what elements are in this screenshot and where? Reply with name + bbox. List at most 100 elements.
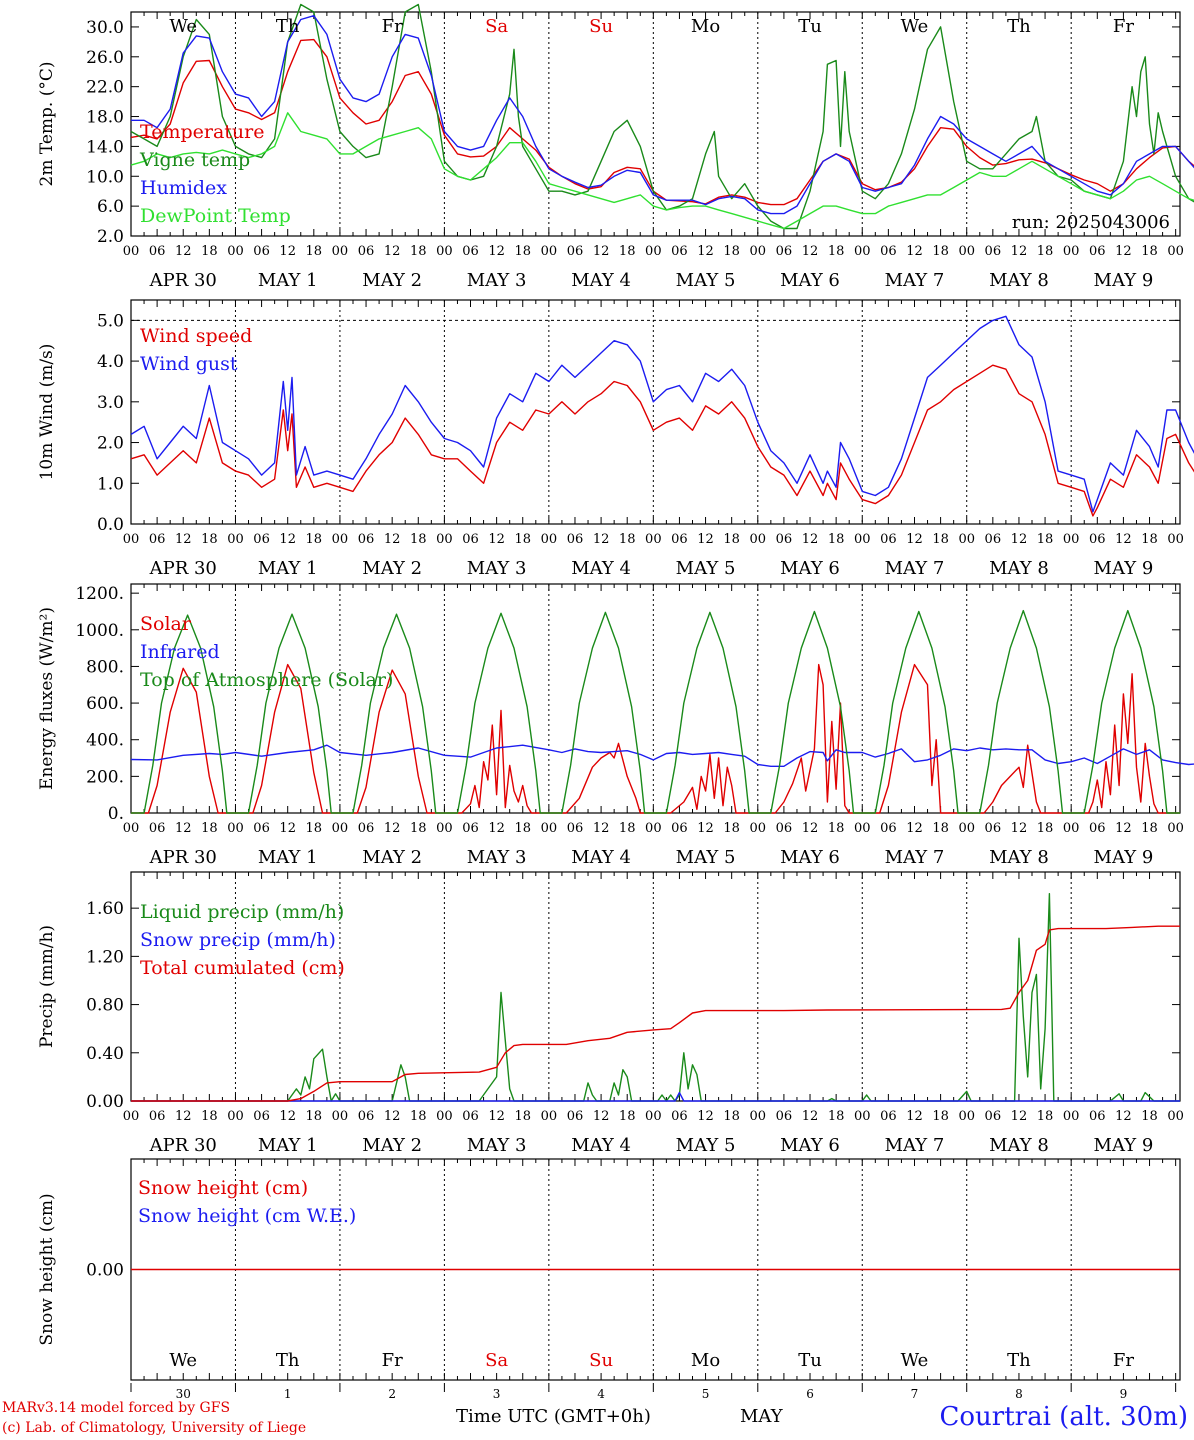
date-label: MAY 8 — [989, 558, 1049, 579]
date-label: MAY 2 — [362, 1135, 422, 1156]
y-tick-label: 1000. — [75, 621, 124, 641]
series-line-solar — [131, 663, 1180, 814]
date-label: MAY 8 — [989, 847, 1049, 868]
hour-label: 12 — [175, 1109, 192, 1124]
hour-label: 06 — [253, 821, 270, 836]
legend-entry-solar: Solar — [140, 613, 192, 635]
legend-entry-total-cumulated-cm-: Total cumulated (cm) — [140, 957, 345, 979]
y-tick-label: 22.0 — [86, 78, 124, 98]
panel-temp: 2.0 6.0 10.0 14.0 18.0 22.0 26.0 30.0 2m Temp. (… — [37, 3, 1194, 291]
weekday-label: We — [901, 1350, 929, 1371]
hour-label: 18 — [1141, 821, 1158, 836]
y-tick-label: 0. — [108, 804, 124, 824]
y-tick-label: 800. — [86, 657, 124, 677]
y-axis-label: Snow height (cm) — [37, 1193, 57, 1345]
day-number: 4 — [597, 1387, 605, 1401]
hour-label: 00 — [227, 1109, 244, 1124]
hour-label: 12 — [1115, 821, 1132, 836]
hour-label: 06 — [880, 1109, 897, 1124]
y-tick-label: 26.0 — [86, 48, 124, 68]
y-tick-label: 30.0 — [86, 18, 124, 38]
hour-label: 12 — [593, 244, 610, 259]
hour-label: 18 — [410, 532, 427, 547]
hour-label: 00 — [123, 821, 140, 836]
weekday-label: Th — [1007, 1350, 1031, 1371]
hour-label: 00 — [123, 244, 140, 259]
weekday-label: Mo — [691, 16, 720, 37]
time-axis-title: Time UTC (GMT+0h) — [456, 1406, 651, 1427]
hour-label: 06 — [1089, 1109, 1106, 1124]
hour-label: 12 — [384, 532, 401, 547]
hour-label: 12 — [488, 821, 505, 836]
day-number: 30 — [176, 1387, 191, 1401]
date-label: MAY 9 — [1094, 847, 1154, 868]
hour-label: 00 — [1167, 1109, 1184, 1124]
date-label: MAY 5 — [676, 1135, 736, 1156]
hour-label: 06 — [149, 1109, 166, 1124]
hour-label: 18 — [932, 821, 949, 836]
hour-label: 12 — [1115, 532, 1132, 547]
legend-entry-snow-height-cm-w-e-: Snow height (cm W.E.) — [138, 1205, 356, 1227]
hour-label: 18 — [932, 532, 949, 547]
date-label: MAY 6 — [780, 558, 840, 579]
hour-label: 00 — [227, 821, 244, 836]
day-number: 7 — [911, 1387, 919, 1401]
hour-label: 18 — [306, 821, 323, 836]
date-label: MAY 4 — [571, 847, 631, 868]
weekday-label: Tu — [798, 1350, 822, 1371]
series-line-liquid-precip-mm-h- — [131, 893, 1180, 1102]
date-label: APR 30 — [149, 558, 217, 579]
hour-label: 06 — [462, 532, 479, 547]
hour-label: 12 — [1011, 532, 1028, 547]
hour-label: 06 — [1089, 821, 1106, 836]
hour-label: 06 — [880, 244, 897, 259]
series-line-humidex — [131, 15, 1194, 215]
panel-precip: 0.00 0.40 0.80 1.20 1.60 Precip (mm/h) Liquid … — [37, 871, 1184, 1156]
y-axis-label: 2m Temp. (°C) — [37, 61, 57, 186]
hour-label: 18 — [828, 821, 845, 836]
hour-label: 12 — [488, 532, 505, 547]
series-line-infrared — [130, 744, 1194, 767]
hour-label: 00 — [854, 1109, 871, 1124]
hour-label: 06 — [671, 1109, 688, 1124]
hour-label: 06 — [985, 244, 1002, 259]
date-label: MAY 5 — [676, 270, 736, 291]
hour-label: 18 — [306, 532, 323, 547]
hour-label: 18 — [1141, 532, 1158, 547]
weekday-label: Fr — [382, 16, 403, 37]
plot-frame — [130, 11, 1181, 237]
hour-label: 00 — [750, 821, 767, 836]
day-number: 9 — [1120, 1387, 1128, 1401]
hour-label: 12 — [279, 821, 296, 836]
hour-label: 06 — [149, 244, 166, 259]
hour-label: 00 — [645, 821, 662, 836]
hour-label: 06 — [358, 1109, 375, 1124]
hour-label: 18 — [723, 244, 740, 259]
y-tick-label: 0.00 — [86, 1261, 124, 1281]
date-label: APR 30 — [149, 1135, 217, 1156]
hour-label: 00 — [645, 244, 662, 259]
hour-label: 12 — [802, 244, 819, 259]
y-tick-label: 1.60 — [86, 899, 124, 919]
legend-entry-wind-gust: Wind gust — [140, 353, 238, 375]
hour-label: 12 — [906, 821, 923, 836]
hour-label: 18 — [410, 1109, 427, 1124]
hour-label: 06 — [567, 821, 584, 836]
y-tick-label: 6.0 — [97, 197, 124, 217]
y-tick-label: 0.0 — [97, 515, 124, 535]
series-line-dewpoint-temp — [130, 112, 1194, 230]
hour-label: 06 — [462, 244, 479, 259]
date-label: APR 30 — [149, 847, 217, 868]
legend-entry-snow-height-cm-: Snow height (cm) — [138, 1177, 308, 1199]
weekday-label: Th — [276, 16, 300, 37]
weekday-label: We — [169, 16, 197, 37]
date-label: MAY 4 — [571, 1135, 631, 1156]
weekday-label: Sa — [485, 16, 508, 37]
y-tick-label: 400. — [86, 731, 124, 751]
hour-label: 12 — [593, 532, 610, 547]
hour-label: 18 — [723, 532, 740, 547]
hour-label: 12 — [1011, 821, 1028, 836]
date-label: MAY 4 — [571, 558, 631, 579]
series-line-wind-gust — [130, 315, 1194, 513]
hour-label: 00 — [123, 1109, 140, 1124]
